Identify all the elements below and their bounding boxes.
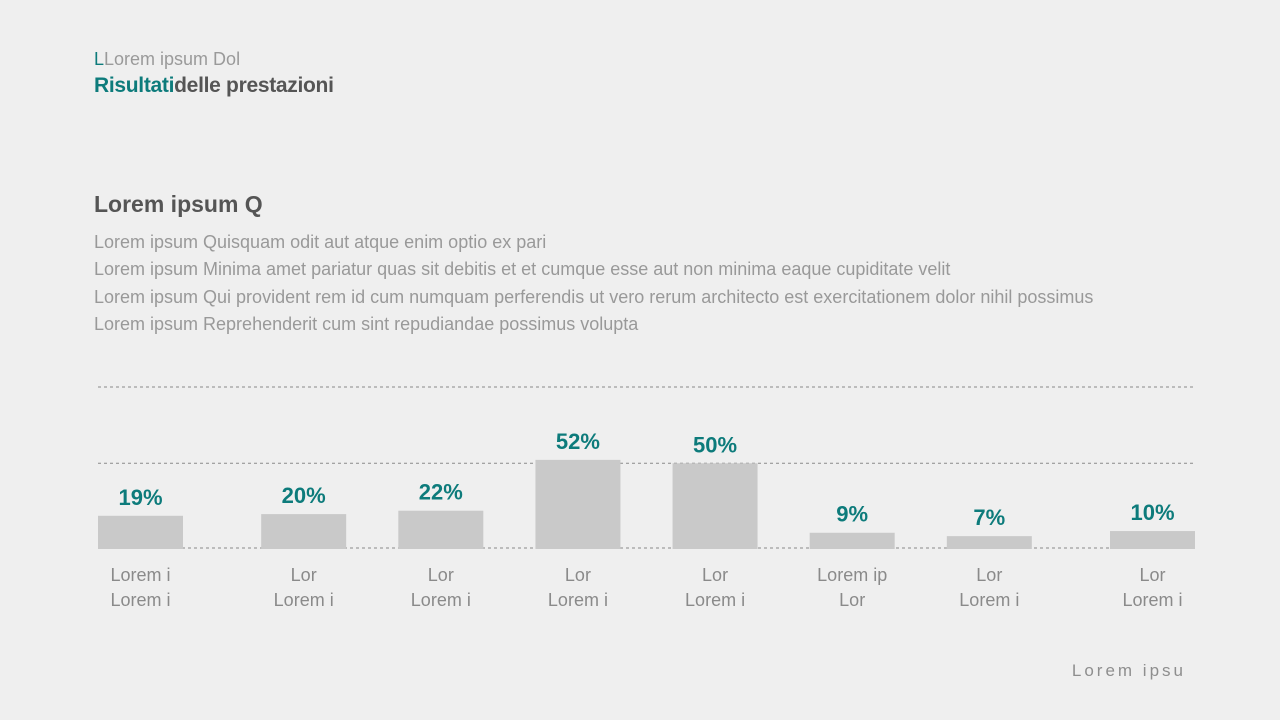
value-label-4: 52% — [556, 429, 600, 454]
description-line-1: Lorem ipsum Quisquam odit aut atque enim… — [94, 232, 547, 252]
description: Lorem ipsum Quisquam odit aut atque enim… — [94, 229, 1154, 339]
bar-6 — [809, 532, 895, 549]
description-line-4: Lorem ipsum Reprehenderit cum sint repud… — [94, 314, 639, 335]
category-label-3-line-1: Lor — [428, 565, 454, 585]
bar-2 — [261, 514, 347, 549]
category-label-8-line-2: Lorem i — [1122, 590, 1182, 610]
category-label-4-line-2: Lorem i — [548, 590, 608, 610]
value-label-8: 10% — [1130, 500, 1174, 525]
category-label-1-line-1: Lorem i — [110, 565, 170, 585]
value-label-3: 22% — [419, 480, 463, 505]
category-label-2-line-1: Lor — [291, 565, 317, 585]
kicker-first-letter: L — [94, 49, 105, 69]
value-label-1: 19% — [118, 485, 162, 510]
slide-kicker: LLorem ipsum Dol — [94, 49, 240, 70]
value-label-6: 9% — [836, 502, 868, 527]
category-label-8-line-1: Lor — [1139, 565, 1165, 585]
category-label-1-line-2: Lorem i — [110, 590, 170, 610]
category-label-6-line-1: Lorem ip — [817, 565, 887, 585]
bar-1 — [98, 515, 183, 549]
category-label-7-line-1: Lor — [976, 565, 1002, 585]
bar-3 — [398, 510, 484, 549]
bar-4 — [535, 459, 621, 549]
section-heading: Lorem ipsum Q — [94, 191, 263, 217]
category-label-5-line-1: Lor — [702, 565, 728, 585]
description-line-3: Lorem ipsum Qui provident rem id cum num… — [94, 286, 1094, 307]
value-label-5: 50% — [693, 432, 737, 457]
bar-7 — [946, 536, 1032, 549]
title-rest: delle prestazioni — [174, 74, 334, 97]
value-label-7: 7% — [973, 505, 1005, 530]
category-label-4-line-1: Lor — [565, 565, 591, 585]
category-label-3-line-2: Lorem i — [411, 590, 471, 610]
category-label-5-line-2: Lorem i — [685, 590, 745, 610]
kicker-text: Lorem ipsum Dol — [104, 49, 241, 69]
value-label-2: 20% — [282, 483, 326, 508]
bar-8 — [1110, 531, 1195, 549]
category-label-6-line-2: Lor — [839, 590, 865, 610]
category-label-2-line-2: Lorem i — [274, 590, 334, 610]
footer-text: Lorem ipsu — [1071, 661, 1186, 680]
category-label-7-line-2: Lorem i — [959, 590, 1019, 610]
description-line-2: Lorem ipsum Minima amet pariatur quas si… — [94, 259, 951, 280]
slide-title: Risultatidelle prestazioni — [94, 74, 334, 98]
title-accent: Risultati — [94, 74, 175, 97]
bar-5 — [672, 463, 758, 549]
